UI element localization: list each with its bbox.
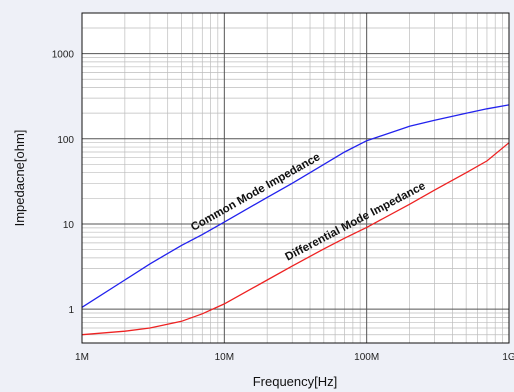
x-tick-label: 1G — [502, 352, 514, 363]
plot-background — [82, 13, 509, 343]
y-tick-label: 1000 — [52, 50, 75, 61]
series-layer — [81, 104, 510, 336]
x-tick-label: 100M — [354, 352, 379, 363]
x-axis-label: Frequency[Hz] — [253, 374, 338, 389]
plot-border — [81, 12, 510, 344]
y-tick-label: 1 — [68, 305, 74, 316]
x-tick-label: 10M — [215, 352, 234, 363]
common-mode-impedance-line — [81, 104, 510, 308]
x-tick-label: 1M — [75, 352, 89, 363]
y-tick-label: 100 — [57, 135, 74, 146]
y-tick-label: 10 — [63, 220, 75, 231]
y-axis-label: Impedacne[ohm] — [12, 130, 27, 227]
y-tick-labels: 1 10 100 1000 — [52, 50, 75, 316]
x-tick-labels: 1M 10M 100M 1G — [75, 352, 514, 363]
differential-mode-impedance-line — [81, 142, 510, 336]
